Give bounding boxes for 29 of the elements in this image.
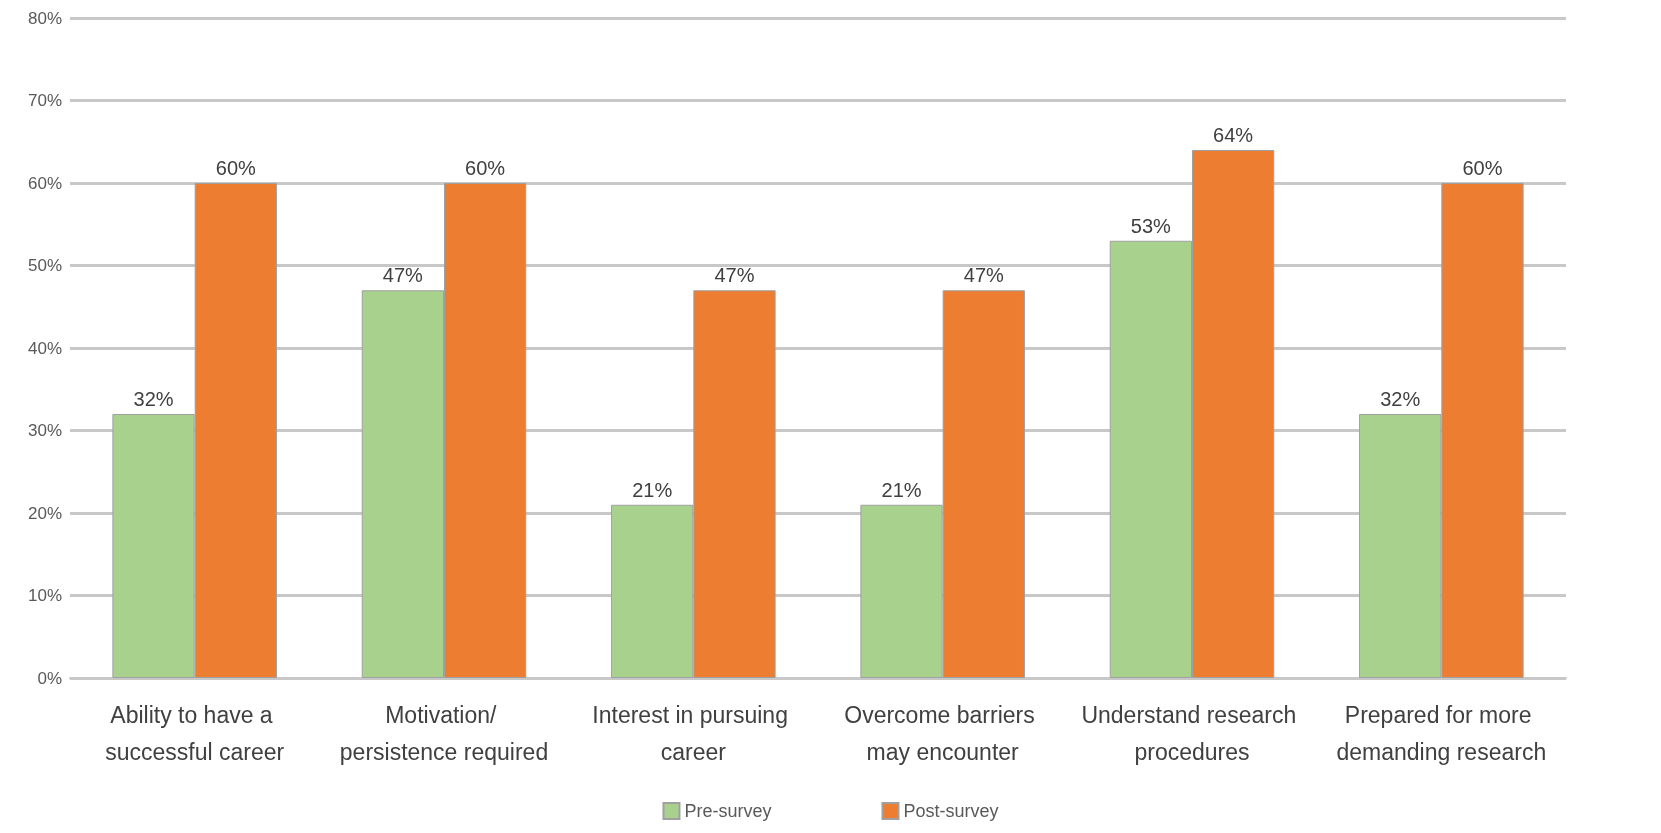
y-tick-label: 10%: [27, 586, 62, 605]
y-tick-label: 60%: [27, 173, 62, 193]
y-tick-label: 50%: [27, 256, 62, 275]
x-tick-label: Overcome barriers may encounter: [844, 701, 1042, 765]
data-label: 21%: [881, 478, 922, 501]
data-label: 47%: [714, 264, 755, 287]
x-tick-label: Motivation/ persistence required: [339, 701, 549, 765]
data-label: 32%: [133, 388, 174, 410]
data-label: 21%: [632, 478, 673, 501]
y-tick-label: 40%: [27, 338, 62, 358]
x-tick-label: Prepared for more demanding research: [1336, 701, 1547, 765]
data-label: 53%: [1130, 214, 1172, 237]
data-label: 60%: [1462, 157, 1503, 179]
legend-label: Post-survey: [903, 801, 999, 821]
y-tick-label: 20%: [27, 503, 62, 523]
x-tick-label: Ability to have a successful career: [105, 701, 285, 765]
x-tick-label: Understand research procedures: [1081, 701, 1303, 765]
y-tick-label: 80%: [27, 8, 62, 28]
data-label: 47%: [382, 264, 424, 287]
data-label: 60%: [215, 157, 257, 179]
y-tick-label: 30%: [27, 421, 62, 440]
data-label: 60%: [465, 157, 506, 179]
y-tick-label: 70%: [27, 91, 62, 110]
data-label: 47%: [963, 264, 1005, 287]
data-label: 32%: [1380, 388, 1421, 410]
data-label: 64%: [1213, 124, 1254, 146]
x-tick-label: Interest in pursuing career: [592, 701, 795, 765]
legend-label: Pre-survey: [684, 801, 772, 821]
y-tick-label: 0%: [37, 668, 62, 688]
